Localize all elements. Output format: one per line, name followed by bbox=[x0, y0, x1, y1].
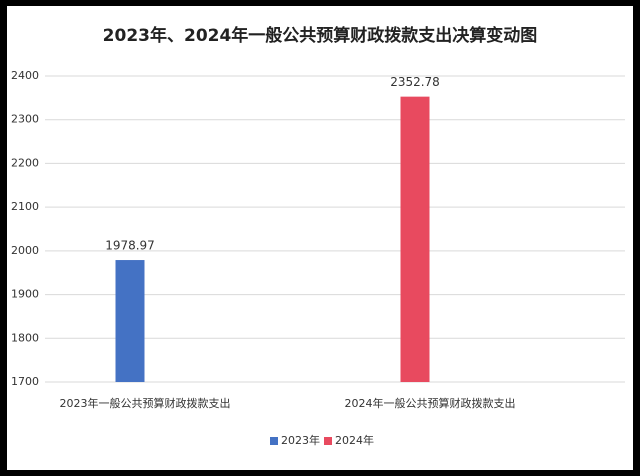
bar bbox=[400, 96, 430, 383]
legend-swatch bbox=[270, 437, 278, 445]
y-tick-label: 1900 bbox=[11, 288, 39, 301]
y-tick-label: 2400 bbox=[11, 69, 39, 82]
x-tick-label: 2023年一般公共预算财政拨款支出 bbox=[60, 396, 231, 410]
y-tick-label: 2300 bbox=[11, 113, 39, 126]
data-label: 2352.78 bbox=[390, 75, 440, 89]
legend-label: 2023年 bbox=[281, 433, 320, 447]
legend-label: 2024年 bbox=[335, 433, 374, 447]
chart-title: 2023年、2024年一般公共预算财政拨款支出决算变动图 bbox=[103, 25, 538, 46]
y-tick-label: 1700 bbox=[11, 375, 39, 388]
y-tick-label: 2100 bbox=[11, 200, 39, 213]
bar bbox=[115, 260, 145, 382]
y-tick-label: 1800 bbox=[11, 331, 39, 344]
data-label: 1978.97 bbox=[105, 239, 155, 253]
y-tick-label: 2000 bbox=[11, 244, 39, 257]
legend-swatch bbox=[324, 437, 332, 445]
x-tick-label: 2024年一般公共预算财政拨款支出 bbox=[345, 396, 516, 410]
chart-background bbox=[7, 6, 633, 470]
y-tick-label: 2200 bbox=[11, 156, 39, 169]
